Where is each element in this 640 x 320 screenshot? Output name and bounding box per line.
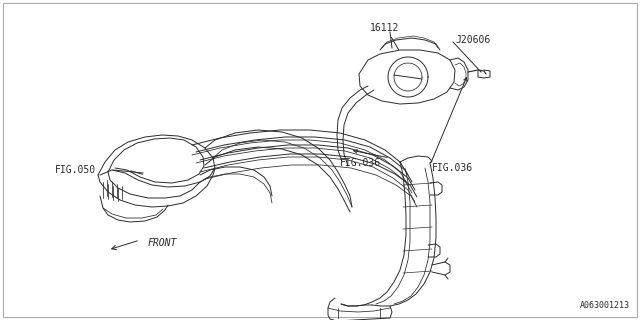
Text: J20606: J20606 (455, 35, 490, 45)
Text: FIG.036: FIG.036 (432, 163, 473, 173)
Text: FRONT: FRONT (148, 238, 177, 248)
Text: A063001213: A063001213 (580, 300, 630, 309)
Text: FIG.050: FIG.050 (55, 165, 96, 175)
Text: 16112: 16112 (371, 23, 400, 33)
Text: FIG.036: FIG.036 (340, 158, 381, 168)
